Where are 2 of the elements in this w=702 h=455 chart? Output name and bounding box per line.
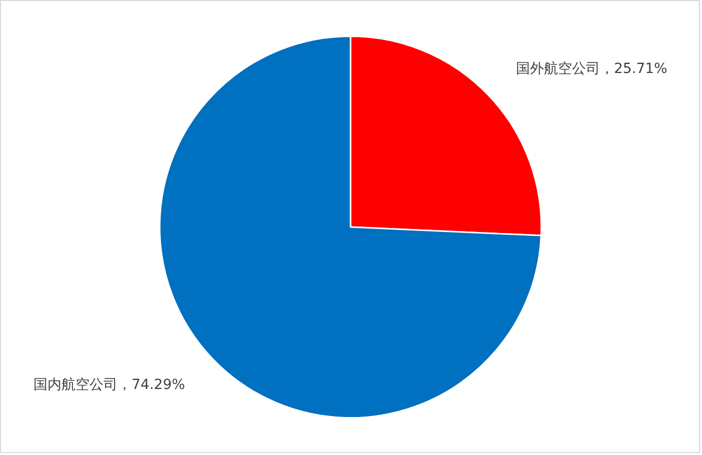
slice-label: 国内航空公司，74.29% (34, 377, 186, 394)
slice-label: 国外航空公司，25.71% (516, 60, 668, 77)
